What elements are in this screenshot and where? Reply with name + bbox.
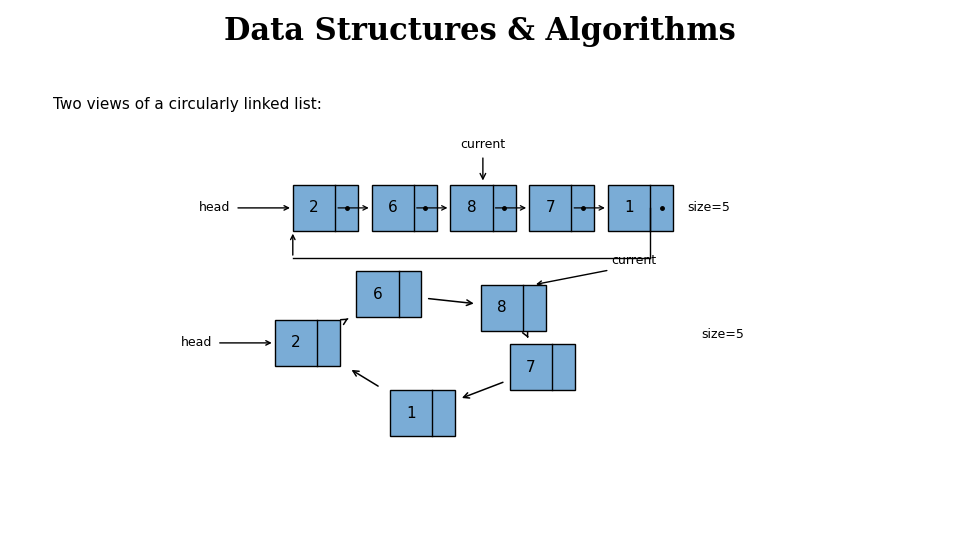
FancyBboxPatch shape [372, 185, 437, 231]
Text: 8: 8 [467, 200, 476, 215]
Text: 2: 2 [309, 200, 319, 215]
Text: current: current [460, 138, 506, 151]
Text: Data Structures & Algorithms: Data Structures & Algorithms [224, 16, 736, 47]
Text: 1: 1 [624, 200, 634, 215]
Text: 8: 8 [497, 300, 507, 315]
FancyBboxPatch shape [481, 285, 546, 330]
Text: 7: 7 [545, 200, 555, 215]
FancyBboxPatch shape [390, 390, 455, 436]
FancyBboxPatch shape [450, 185, 516, 231]
FancyBboxPatch shape [293, 185, 358, 231]
Text: 2: 2 [291, 335, 300, 350]
Text: current: current [612, 254, 657, 267]
FancyBboxPatch shape [356, 271, 421, 317]
Text: 1: 1 [406, 406, 416, 421]
Text: 7: 7 [526, 360, 536, 375]
Text: Two views of a circularly linked list:: Two views of a circularly linked list: [53, 97, 322, 112]
Text: head: head [199, 201, 230, 214]
FancyBboxPatch shape [608, 185, 673, 231]
FancyBboxPatch shape [275, 320, 340, 366]
Text: head: head [180, 336, 212, 349]
Text: 6: 6 [388, 200, 397, 215]
Text: size=5: size=5 [701, 328, 744, 341]
Text: size=5: size=5 [687, 201, 731, 214]
Text: 6: 6 [372, 287, 382, 302]
FancyBboxPatch shape [529, 185, 594, 231]
FancyBboxPatch shape [510, 345, 575, 390]
